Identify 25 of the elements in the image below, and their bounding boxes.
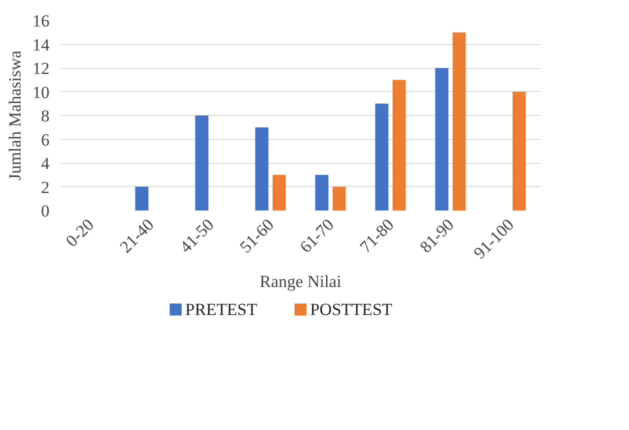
y-tick-label: 2 bbox=[41, 178, 50, 197]
legend-label: POSTTEST bbox=[310, 300, 393, 319]
bar bbox=[452, 32, 466, 210]
bar bbox=[195, 116, 208, 210]
bar bbox=[135, 186, 148, 210]
y-tick-label: 12 bbox=[32, 59, 50, 78]
bar bbox=[435, 68, 448, 210]
x-axis-title: Range Nilai bbox=[260, 272, 342, 292]
y-tick-label: 6 bbox=[41, 130, 50, 150]
bar bbox=[392, 80, 406, 210]
y-tick-label: 14 bbox=[32, 35, 50, 54]
bar bbox=[255, 127, 268, 210]
bar bbox=[512, 92, 526, 210]
bar bbox=[375, 104, 388, 210]
y-tick-label: 16 bbox=[32, 12, 50, 30]
x-tick-label: 0-20 bbox=[62, 215, 98, 251]
y-tick-label: 4 bbox=[41, 154, 50, 173]
y-axis-title: Jumlah Mahasiswa bbox=[6, 50, 24, 180]
y-tick-label: 8 bbox=[41, 106, 50, 126]
bar bbox=[272, 174, 286, 210]
bar bbox=[332, 186, 346, 210]
legend-label: PRETEST bbox=[185, 300, 258, 319]
bar bbox=[315, 174, 328, 210]
y-tick-label: 0 bbox=[41, 202, 50, 220]
y-tick-label: 10 bbox=[32, 82, 50, 102]
